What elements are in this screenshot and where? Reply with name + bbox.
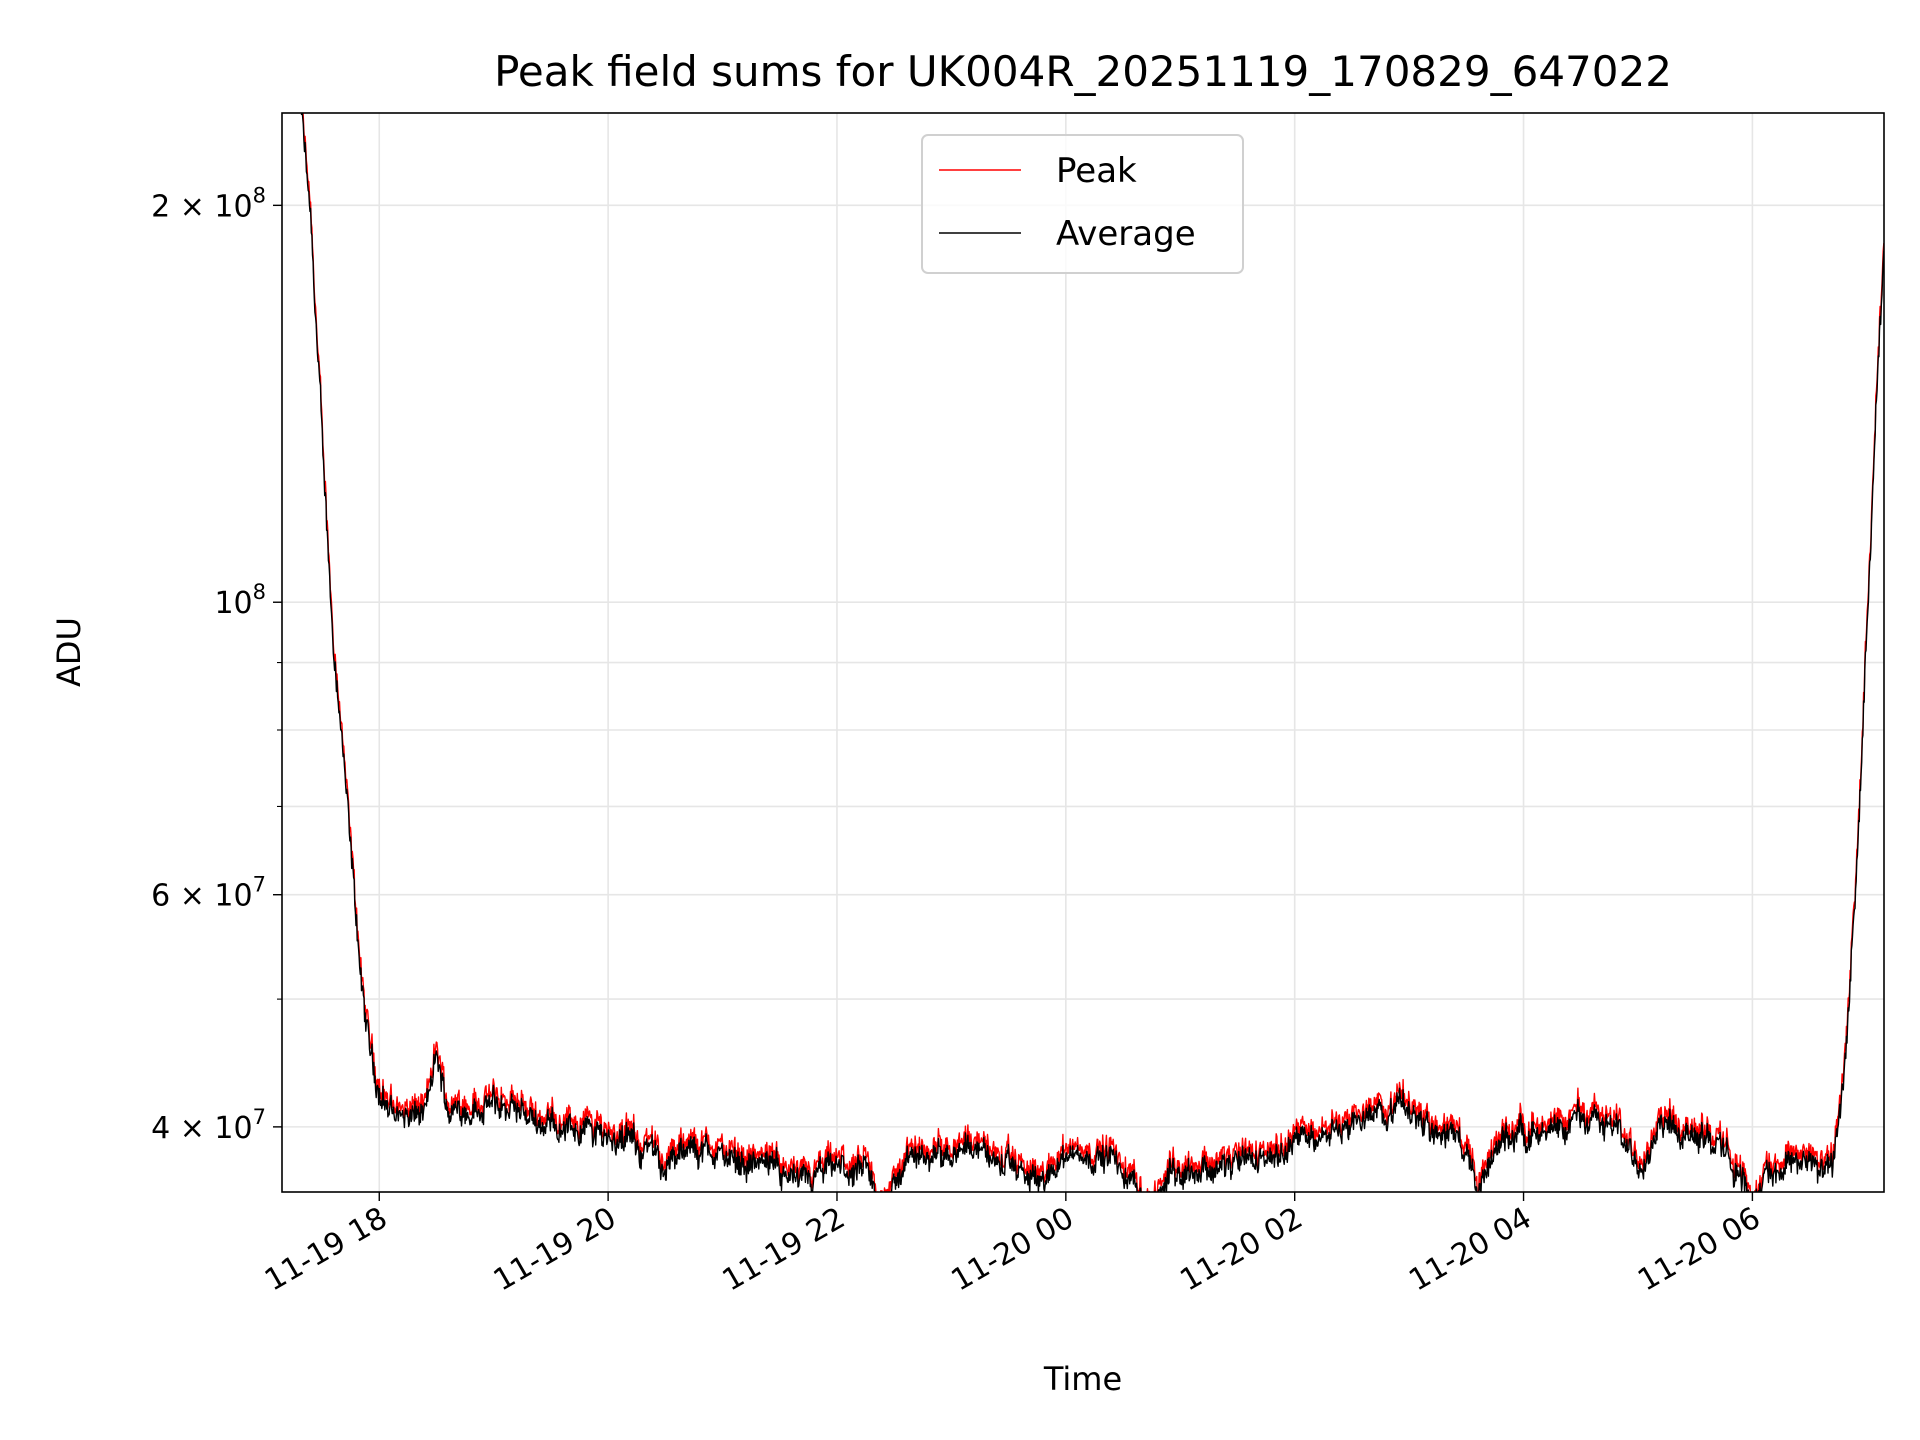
legend-average-label: Average	[1056, 214, 1196, 254]
y-tick-label: 4 × 107	[151, 1105, 266, 1146]
grid	[282, 113, 1884, 1192]
y-tick-base: 2 × 10	[151, 189, 252, 224]
chart-title: Peak field sums for UK004R_20251119_1708…	[494, 47, 1672, 96]
y-tick-exponent: 7	[253, 1105, 266, 1129]
y-tick-base: 10	[214, 586, 252, 621]
legend-peak-label: Peak	[1056, 151, 1137, 191]
average-series-line	[300, 113, 1884, 1192]
y-tick-exponent: 8	[253, 183, 266, 207]
y-tick-label: 2 × 108	[151, 183, 266, 224]
y-tick-label: 6 × 107	[151, 873, 266, 914]
y-tick-label: 108	[214, 580, 266, 621]
x-axis-label: Time	[1043, 1360, 1122, 1398]
y-tick-exponent: 8	[253, 580, 266, 604]
y-axis-label: ADU	[50, 617, 88, 687]
axes-frame	[281, 112, 1885, 1193]
series-lines	[300, 113, 1884, 1192]
y-tick-base: 4 × 10	[151, 1111, 252, 1146]
y-tick-base: 6 × 10	[151, 879, 252, 914]
legend: Peak Average	[921, 134, 1244, 274]
y-tick-exponent: 7	[253, 873, 266, 897]
